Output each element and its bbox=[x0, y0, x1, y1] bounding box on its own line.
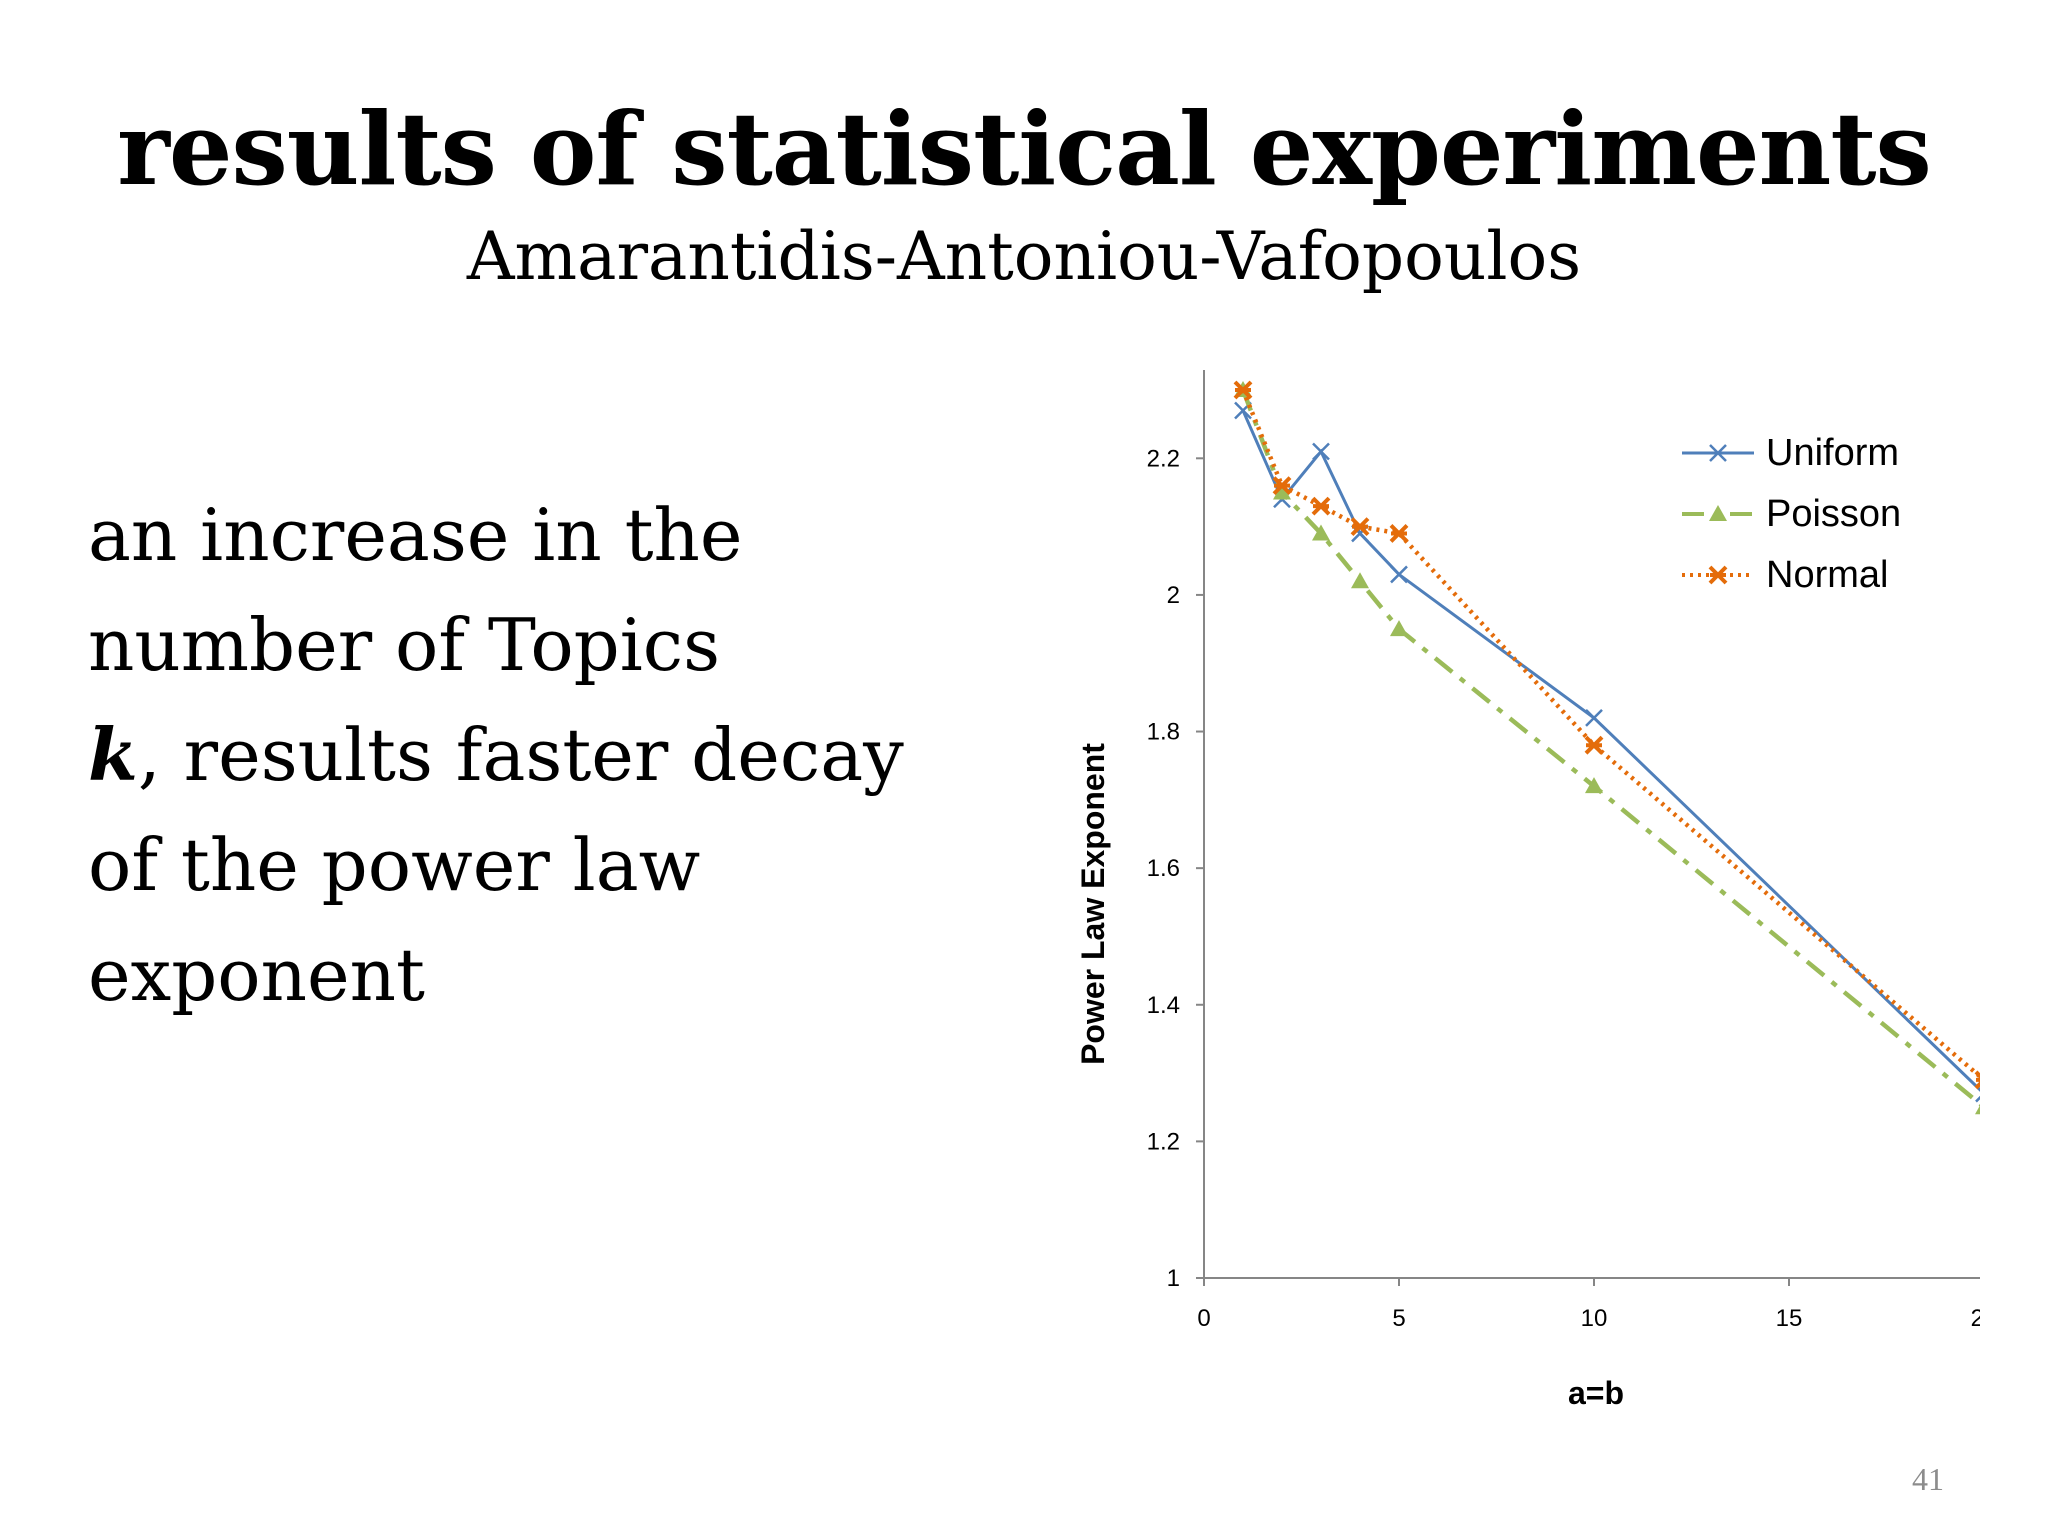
data-point-uniform bbox=[1390, 565, 1408, 584]
x-tick-label: 10 bbox=[1581, 1305, 1608, 1332]
body-emphasis-k: k bbox=[88, 712, 138, 797]
body-line-5: exponent bbox=[88, 933, 425, 1017]
data-point-uniform bbox=[1312, 442, 1330, 461]
data-point-uniform bbox=[1585, 708, 1603, 727]
page-number: 41 bbox=[1912, 1461, 1944, 1497]
legend-label-uniform: Uniform bbox=[1766, 432, 1899, 474]
body-line-2: number of Topics bbox=[88, 603, 721, 687]
legend-marker-poisson bbox=[1709, 505, 1727, 521]
x-axis-label: a=b bbox=[1568, 1375, 1624, 1411]
y-axis-ticks: 1 1.2 1.4 1.6 1.8 2 2.2 bbox=[1147, 445, 1204, 1292]
y-tick-label: 1.8 bbox=[1147, 719, 1180, 746]
x-tick-label: 15 bbox=[1776, 1305, 1803, 1332]
legend-label-poisson: Poisson bbox=[1766, 493, 1901, 535]
data-point-poisson bbox=[1351, 572, 1369, 589]
y-tick-label: 2 bbox=[1167, 582, 1180, 609]
x-tick-label: 5 bbox=[1392, 1305, 1405, 1332]
series-poisson bbox=[1234, 381, 1980, 1115]
data-point-normal bbox=[1311, 496, 1331, 516]
data-point-normal bbox=[1389, 524, 1409, 543]
data-point-normal bbox=[1350, 517, 1370, 537]
x-tick-label: 0 bbox=[1197, 1305, 1210, 1332]
legend-marker-uniform bbox=[1709, 444, 1727, 462]
data-point-poisson bbox=[1585, 777, 1603, 794]
data-point-poisson bbox=[1390, 620, 1408, 637]
x-axis-ticks: 0 5 10 15 20 bbox=[1197, 1278, 1980, 1332]
body-line-4: of the power law bbox=[88, 823, 701, 907]
y-tick-label: 1.2 bbox=[1147, 1128, 1180, 1155]
body-line-3-rest: , results faster decay bbox=[137, 713, 904, 797]
y-tick-label: 1.6 bbox=[1147, 855, 1180, 882]
y-tick-label: 1 bbox=[1167, 1265, 1180, 1292]
legend-label-normal: Normal bbox=[1766, 554, 1888, 596]
data-point-normal bbox=[1272, 476, 1292, 496]
series-layer bbox=[1233, 380, 1980, 1115]
slide-title: results of statistical experiments bbox=[117, 90, 1932, 208]
legend-marker-normal bbox=[1708, 565, 1728, 585]
series-normal bbox=[1233, 380, 1980, 1090]
data-point-normal bbox=[1233, 380, 1253, 400]
body-line-3: k, results faster decay bbox=[88, 700, 988, 810]
data-point-poisson bbox=[1312, 524, 1330, 541]
slide-subtitle: Amarantidis-Antoniou-Vafopoulos bbox=[466, 218, 1582, 295]
data-point-poisson bbox=[1975, 1105, 1980, 1115]
body-line-1: an increase in the bbox=[88, 493, 743, 577]
power-law-chart: 1 1.2 1.4 1.6 1.8 2 2.2 0 5 10 15 20 Uniform Poisso… bbox=[1075, 370, 1980, 1411]
y-axis-label: Power Law Exponent bbox=[1075, 743, 1111, 1065]
y-tick-label: 1.4 bbox=[1147, 992, 1180, 1019]
y-tick-label: 2.2 bbox=[1147, 445, 1180, 472]
body-text: an increase in the number of Topics k, r… bbox=[88, 480, 988, 1030]
chart-legend: Uniform Poisson Normal bbox=[1682, 432, 1901, 596]
data-point-normal bbox=[1974, 1070, 1980, 1090]
data-point-uniform bbox=[1975, 1084, 1980, 1103]
data-point-poisson bbox=[1273, 483, 1291, 500]
data-point-normal bbox=[1584, 735, 1604, 755]
x-tick-label: 20 bbox=[1971, 1305, 1980, 1332]
